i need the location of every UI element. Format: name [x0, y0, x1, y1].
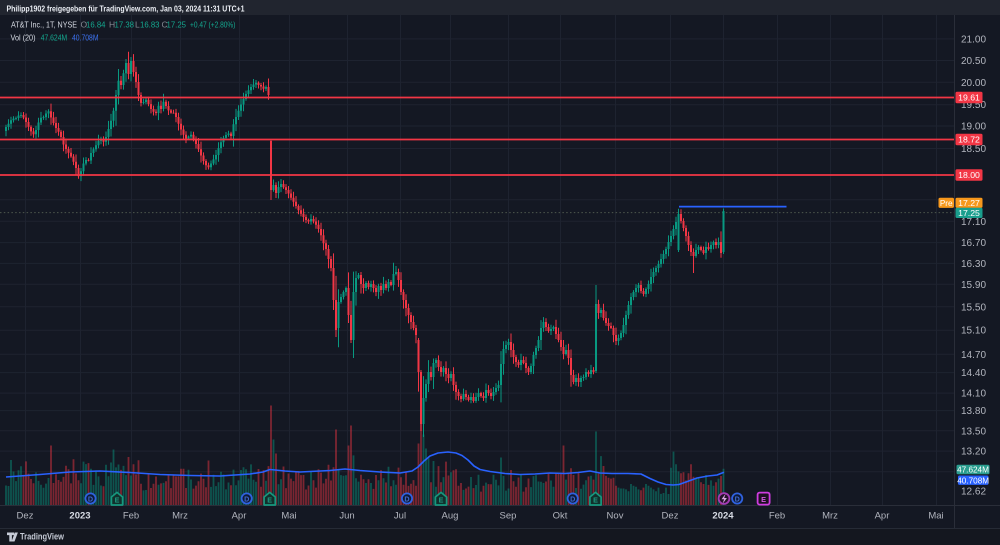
- svg-text:E: E: [115, 495, 120, 504]
- svg-text:E: E: [267, 495, 272, 504]
- svg-text:2024: 2024: [712, 511, 734, 522]
- svg-text:D: D: [244, 495, 249, 504]
- svg-text:Nov: Nov: [607, 511, 624, 522]
- svg-text:17.25: 17.25: [167, 19, 187, 29]
- svg-text:Okt: Okt: [553, 511, 568, 522]
- svg-text:14.10: 14.10: [961, 389, 986, 400]
- svg-text:E: E: [761, 495, 766, 504]
- svg-text:15.50: 15.50: [961, 302, 986, 313]
- svg-text:Mrz: Mrz: [822, 511, 838, 522]
- svg-text:16.84: 16.84: [86, 19, 106, 29]
- svg-text:Aug: Aug: [442, 511, 459, 522]
- svg-text:O: O: [81, 19, 88, 29]
- svg-text:47.624M: 47.624M: [957, 466, 989, 475]
- svg-text:Dez: Dez: [17, 511, 34, 522]
- svg-text:D: D: [570, 495, 575, 504]
- svg-text:L: L: [135, 19, 140, 29]
- svg-text:19.00: 19.00: [961, 122, 986, 133]
- svg-text:Philipp1902 freigegeben für Tr: Philipp1902 freigegeben für TradingView.…: [7, 5, 245, 14]
- svg-text:40.708M: 40.708M: [957, 476, 989, 485]
- svg-text:Mai: Mai: [928, 511, 943, 522]
- svg-text:14.70: 14.70: [961, 350, 986, 361]
- svg-text:D: D: [735, 495, 740, 504]
- svg-text:Apr: Apr: [875, 511, 890, 522]
- svg-text:Sep: Sep: [500, 511, 517, 522]
- svg-text:15.90: 15.90: [961, 280, 986, 291]
- svg-text:17.27: 17.27: [958, 198, 980, 208]
- svg-text:17.10: 17.10: [961, 217, 986, 228]
- svg-text:Dez: Dez: [662, 511, 679, 522]
- svg-text:16.83: 16.83: [140, 19, 160, 29]
- svg-text:13.20: 13.20: [961, 447, 986, 458]
- svg-text:21.00: 21.00: [961, 34, 986, 45]
- svg-text:C: C: [162, 19, 168, 29]
- svg-text:H: H: [109, 19, 115, 29]
- svg-text:40.708M: 40.708M: [72, 33, 99, 43]
- svg-text:D: D: [404, 495, 409, 504]
- svg-text:Feb: Feb: [769, 511, 785, 522]
- svg-text:13.80: 13.80: [961, 406, 986, 417]
- svg-text:TradingView: TradingView: [20, 531, 64, 542]
- svg-text:E: E: [439, 495, 444, 504]
- svg-text:AT&T Inc., 1T, NYSE: AT&T Inc., 1T, NYSE: [11, 19, 77, 29]
- svg-text:Jun: Jun: [339, 511, 354, 522]
- svg-text:14.40: 14.40: [961, 368, 986, 379]
- svg-text:13.50: 13.50: [961, 426, 986, 437]
- svg-text:Jul: Jul: [394, 511, 406, 522]
- svg-text:16.30: 16.30: [961, 259, 986, 270]
- svg-text:16.70: 16.70: [961, 238, 986, 249]
- svg-text:Mai: Mai: [281, 511, 296, 522]
- svg-text:Feb: Feb: [123, 511, 139, 522]
- svg-text:18.50: 18.50: [961, 144, 986, 155]
- svg-text:19.61: 19.61: [958, 93, 980, 103]
- svg-text:Apr: Apr: [232, 511, 247, 522]
- svg-text:Vol (20): Vol (20): [11, 33, 36, 43]
- svg-text:17.25: 17.25: [958, 208, 980, 218]
- svg-text:12.62: 12.62: [961, 487, 986, 498]
- svg-text:18.72: 18.72: [958, 135, 980, 145]
- svg-text:47.624M: 47.624M: [41, 33, 67, 43]
- svg-text:17.38: 17.38: [115, 19, 135, 29]
- svg-text:15.10: 15.10: [961, 326, 986, 337]
- svg-text:+0.47 (+2.80%): +0.47 (+2.80%): [190, 19, 236, 29]
- svg-text:2023: 2023: [69, 511, 90, 522]
- svg-text:E: E: [593, 495, 598, 504]
- svg-text:18.00: 18.00: [958, 170, 980, 180]
- svg-text:D: D: [88, 495, 93, 504]
- svg-text:Mrz: Mrz: [172, 511, 188, 522]
- svg-text:Pre: Pre: [940, 199, 953, 208]
- svg-text:20.50: 20.50: [961, 56, 986, 67]
- svg-text:20.00: 20.00: [961, 78, 986, 89]
- svg-text:19.50: 19.50: [961, 100, 986, 111]
